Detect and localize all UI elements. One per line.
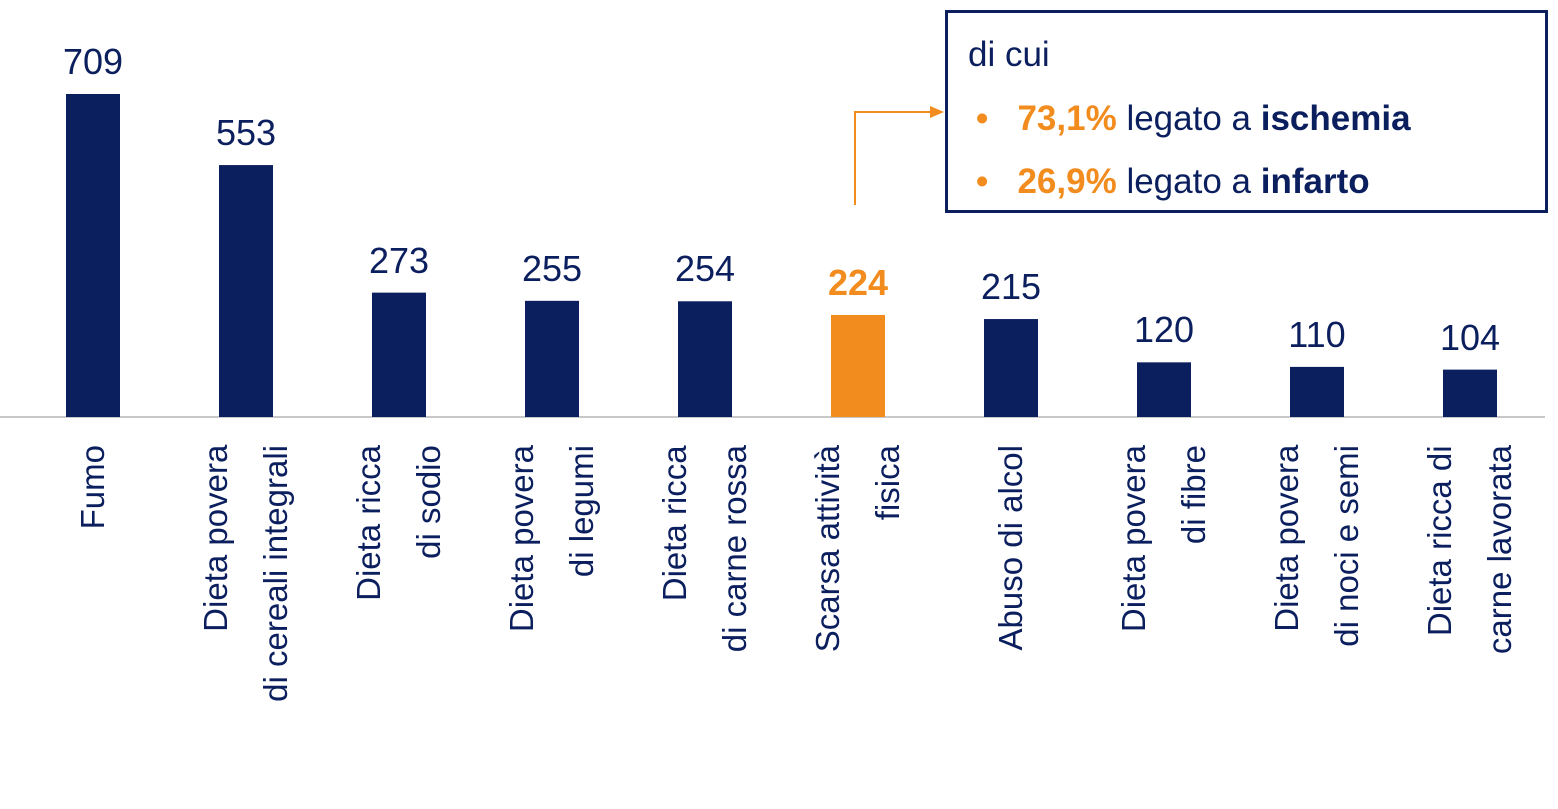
bar xyxy=(372,292,426,417)
share: 26,9% xyxy=(1017,162,1117,201)
arrowhead xyxy=(930,106,944,118)
value-label: 255 xyxy=(521,247,583,289)
cause: ischemia xyxy=(1260,99,1411,138)
value-label: 120 xyxy=(1133,309,1195,351)
value-label: 254 xyxy=(674,248,736,290)
x-tick-label: Dieta ricca di carne lavorata xyxy=(1421,445,1518,655)
value-label: 709 xyxy=(62,41,124,82)
x-tick-label: Scarsa attività fisica xyxy=(809,445,906,653)
share: 73,1% xyxy=(1017,99,1117,138)
annotation-item: • 26,9% legato a infarto xyxy=(976,162,1370,201)
value-label: 215 xyxy=(980,266,1042,308)
bar xyxy=(66,94,120,417)
cause: infarto xyxy=(1260,162,1370,201)
connector xyxy=(854,111,932,205)
x-tick-label: Dieta povera di noci e semi xyxy=(1268,445,1365,647)
bar xyxy=(678,301,732,417)
x-tick-label: Dieta povera di legumi xyxy=(503,445,600,633)
x-tick-label: Dieta povera di cereali integrali xyxy=(197,445,294,702)
annotation-box: di cui • 73,1% legato a ischemia • 26,9%… xyxy=(945,10,1548,213)
bar xyxy=(1137,362,1191,417)
annotation-title: di cui xyxy=(968,35,1050,74)
x-tick-label: Abuso di alcol xyxy=(992,445,1029,651)
value-label: 110 xyxy=(1288,313,1346,355)
annotation-item: • 73,1% legato a ischemia xyxy=(976,99,1411,138)
text: legato a xyxy=(1126,99,1251,138)
x-tick-label: Fumo xyxy=(74,445,111,530)
value-label: 273 xyxy=(368,239,430,281)
value-label: 104 xyxy=(1439,316,1501,358)
x-tick-label: Dieta povera di fibre xyxy=(1115,445,1212,633)
bar xyxy=(219,165,273,417)
bar xyxy=(525,300,579,417)
x-tick-label: Dieta ricca di carne rossa xyxy=(656,445,753,653)
bar xyxy=(1443,369,1497,417)
x-tick-label: Dieta ricca di sodio xyxy=(350,445,447,601)
bar xyxy=(984,319,1038,417)
bar xyxy=(831,314,885,417)
value-label: 224 xyxy=(827,261,889,303)
text: legato a xyxy=(1126,162,1251,201)
bar xyxy=(1290,366,1344,417)
value-label: 553 xyxy=(215,112,277,154)
